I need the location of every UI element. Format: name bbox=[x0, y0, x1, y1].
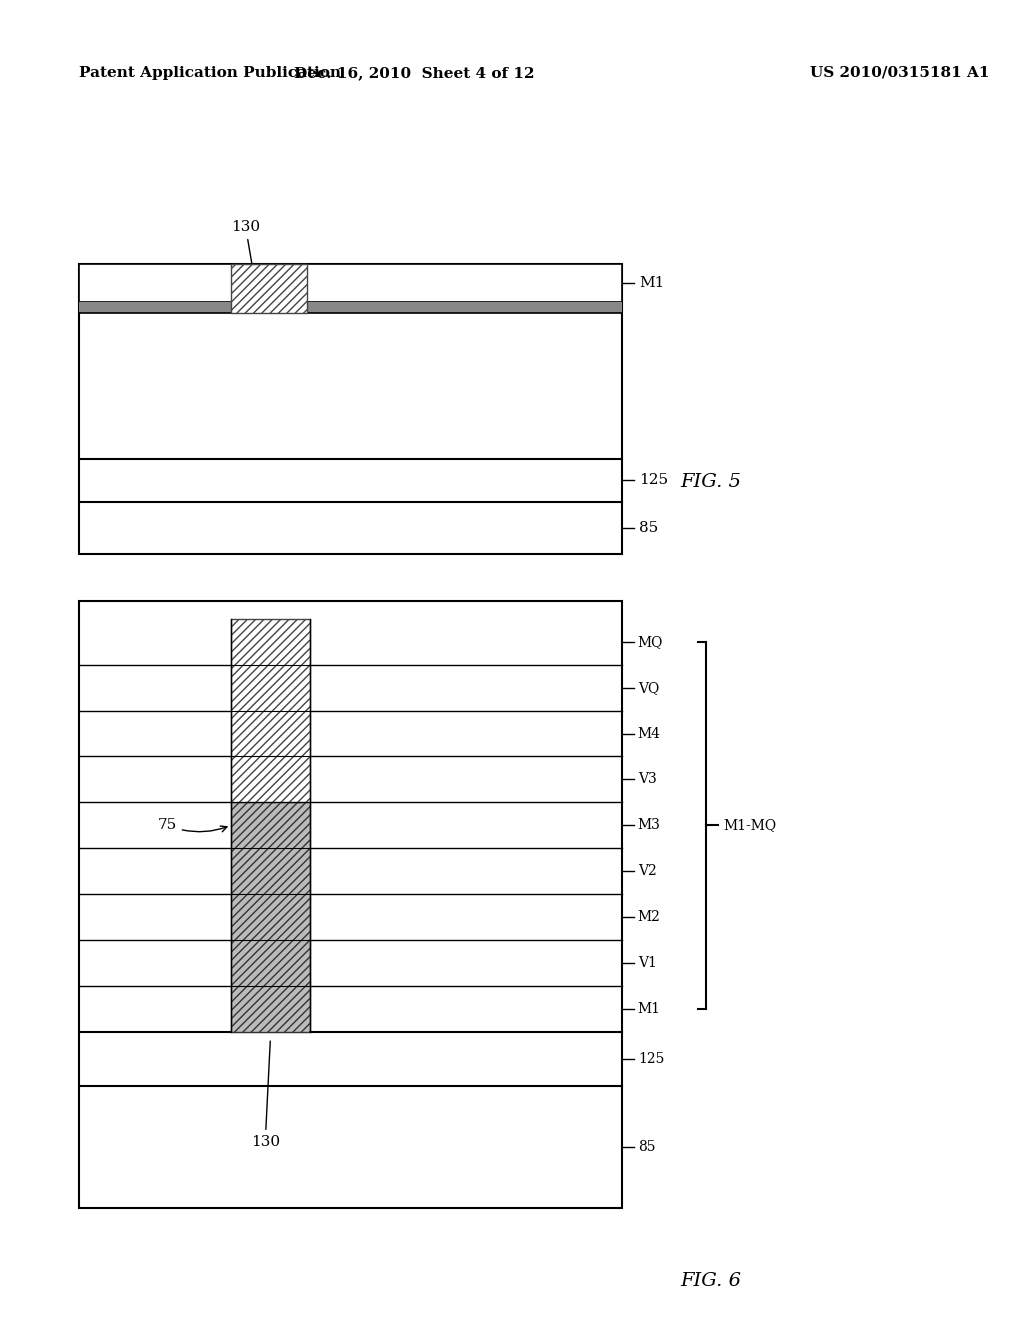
Text: Patent Application Publication: Patent Application Publication bbox=[79, 66, 341, 81]
Text: M3: M3 bbox=[638, 818, 660, 833]
Text: V3: V3 bbox=[638, 772, 656, 787]
Bar bbox=[231, 264, 307, 313]
Text: Dec. 16, 2010  Sheet 4 of 12: Dec. 16, 2010 Sheet 4 of 12 bbox=[295, 66, 535, 81]
Text: 85: 85 bbox=[639, 521, 658, 536]
Bar bbox=[231, 619, 310, 803]
Bar bbox=[79, 264, 622, 302]
Text: 85: 85 bbox=[638, 1140, 655, 1154]
Text: M1: M1 bbox=[638, 1002, 660, 1016]
Text: US 2010/0315181 A1: US 2010/0315181 A1 bbox=[810, 66, 989, 81]
Text: FIG. 5: FIG. 5 bbox=[680, 473, 741, 491]
Text: M1-MQ: M1-MQ bbox=[724, 818, 777, 833]
Text: FIG. 6: FIG. 6 bbox=[680, 1271, 741, 1290]
Text: V2: V2 bbox=[638, 865, 656, 878]
Text: V1: V1 bbox=[638, 956, 656, 970]
Text: 75: 75 bbox=[158, 818, 227, 833]
FancyBboxPatch shape bbox=[79, 264, 622, 554]
Text: MQ: MQ bbox=[638, 635, 664, 648]
Text: VQ: VQ bbox=[638, 681, 659, 694]
Text: 125: 125 bbox=[638, 1052, 665, 1067]
Text: M2: M2 bbox=[638, 909, 660, 924]
FancyBboxPatch shape bbox=[79, 601, 622, 1208]
Text: M4: M4 bbox=[638, 726, 660, 741]
Bar bbox=[231, 803, 310, 1032]
Text: M1: M1 bbox=[639, 276, 665, 290]
Bar bbox=[79, 302, 622, 313]
Text: 130: 130 bbox=[251, 1041, 280, 1148]
Text: 130: 130 bbox=[231, 220, 260, 273]
Text: 125: 125 bbox=[639, 474, 668, 487]
